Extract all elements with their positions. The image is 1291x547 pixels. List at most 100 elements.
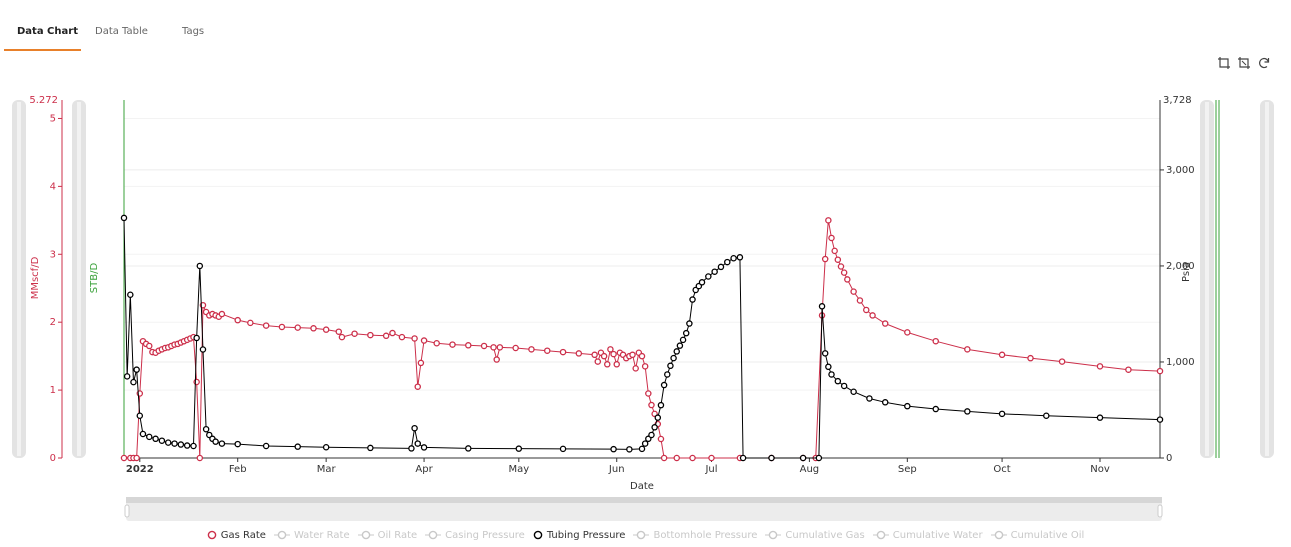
data-point — [123, 373, 131, 380]
legend-item-gas-rate[interactable]: Gas Rate — [207, 530, 266, 541]
data-point — [218, 440, 226, 447]
data-point — [638, 445, 646, 453]
legend-item-bottomhole-pressure[interactable]: Bottomhole Pressure — [633, 530, 757, 541]
x-tick-label: Mar — [317, 464, 337, 475]
data-point — [398, 333, 406, 341]
data-point — [1027, 354, 1034, 362]
left-axis-slider-2[interactable] — [72, 100, 86, 458]
data-point — [825, 363, 832, 371]
data-point — [657, 401, 665, 409]
legend-item-oil-rate[interactable]: Oil Rate — [357, 530, 418, 541]
axes: 0 1 2 3 4 5 0 1,000 2,000 3,000 2022 Feb Mar Apr May Ju… — [50, 100, 1195, 475]
data-point — [600, 352, 608, 360]
right-tick-label: 2,000 — [1166, 261, 1195, 272]
data-point — [294, 324, 301, 331]
data-point — [433, 339, 440, 347]
legend-marker-icon — [990, 530, 1007, 540]
right-axis-slider-1[interactable] — [1200, 100, 1214, 458]
right-axis-slider-2[interactable] — [1260, 100, 1274, 458]
left-tick-label: 2 — [50, 317, 56, 328]
data-point — [559, 445, 567, 453]
data-point — [724, 258, 731, 266]
data-point — [711, 268, 718, 275]
legend-label: Cumulative Water — [892, 530, 983, 541]
data-point — [420, 444, 428, 451]
tab-data-table[interactable]: Data Table — [95, 26, 148, 37]
data-point — [904, 329, 911, 336]
data-point — [840, 269, 848, 276]
data-point — [496, 344, 504, 351]
data-point — [831, 247, 838, 255]
data-point — [133, 454, 140, 462]
legend-item-cumulative-gas[interactable]: Cumulative Gas — [765, 530, 865, 541]
data-point — [648, 431, 655, 439]
legend-label: Tubing Pressure — [546, 530, 626, 541]
data-point — [515, 445, 523, 452]
series-line-gas-rate — [124, 220, 1161, 459]
data-point — [322, 443, 330, 451]
legend-marker-icon — [872, 530, 889, 540]
data-point — [493, 356, 500, 363]
data-point — [654, 414, 662, 421]
data-point — [717, 263, 725, 271]
data-point — [199, 346, 207, 353]
legend-item-water-rate[interactable]: Water Rate — [273, 530, 350, 541]
data-point — [480, 342, 488, 350]
data-point — [670, 354, 677, 362]
data-point — [850, 288, 857, 295]
data-point — [837, 263, 845, 270]
data-point — [998, 410, 1006, 418]
data-point — [490, 344, 497, 351]
data-point — [218, 310, 226, 318]
data-point — [262, 442, 270, 450]
x-tick-label: Aug — [800, 464, 820, 475]
right-axis-max-label: 3,728 — [1163, 95, 1192, 106]
tab-tags[interactable]: Tags — [182, 26, 205, 37]
data-point — [667, 362, 674, 370]
refresh-icon[interactable] — [1257, 56, 1271, 70]
data-point — [158, 437, 166, 444]
data-point — [932, 405, 939, 413]
data-point — [641, 440, 649, 447]
data-point — [866, 395, 873, 402]
x-tick-label: Jun — [608, 464, 625, 475]
x-tick-label: Sep — [898, 464, 917, 475]
x-axis-title: Date — [630, 481, 654, 492]
data-point — [964, 346, 971, 353]
data-point — [171, 440, 178, 447]
data-point — [844, 276, 851, 283]
data-point — [863, 306, 870, 314]
data-point — [730, 255, 737, 262]
left-axis-slider-1[interactable] — [12, 100, 26, 458]
data-point — [869, 312, 876, 319]
data-point — [262, 322, 270, 329]
data-point — [828, 234, 835, 242]
date-range-slider[interactable] — [124, 497, 1163, 521]
data-point — [686, 320, 693, 327]
data-point — [335, 328, 343, 335]
left-axis-title: MMscf/D — [30, 256, 41, 299]
data-point — [234, 316, 241, 324]
data-point — [613, 361, 620, 368]
gridlines — [124, 117, 1160, 391]
data-point — [594, 358, 602, 365]
data-point — [932, 337, 939, 345]
tab-data-chart[interactable]: Data Chart — [17, 26, 78, 37]
right-tick-label: 1,000 — [1166, 357, 1195, 368]
data-point — [212, 438, 219, 445]
legend-label: Oil Rate — [377, 530, 418, 541]
legend-item-tubing-pressure[interactable]: Tubing Pressure — [533, 530, 626, 541]
legend-marker-icon — [765, 530, 782, 540]
data-point — [645, 390, 652, 397]
crop-reset-icon[interactable] — [1237, 56, 1251, 70]
data-point — [202, 425, 210, 433]
crop-icon[interactable] — [1217, 56, 1231, 70]
data-point — [881, 320, 889, 327]
legend-item-cumulative-water[interactable]: Cumulative Water — [872, 530, 983, 541]
legend-item-casing-pressure[interactable]: Casing Pressure — [425, 530, 525, 541]
legend-item-cumulative-oil[interactable]: Cumulative Oil — [990, 530, 1084, 541]
left-axis-max-label: 5.272 — [29, 95, 58, 106]
data-point — [1058, 358, 1066, 365]
data-point — [133, 366, 140, 373]
